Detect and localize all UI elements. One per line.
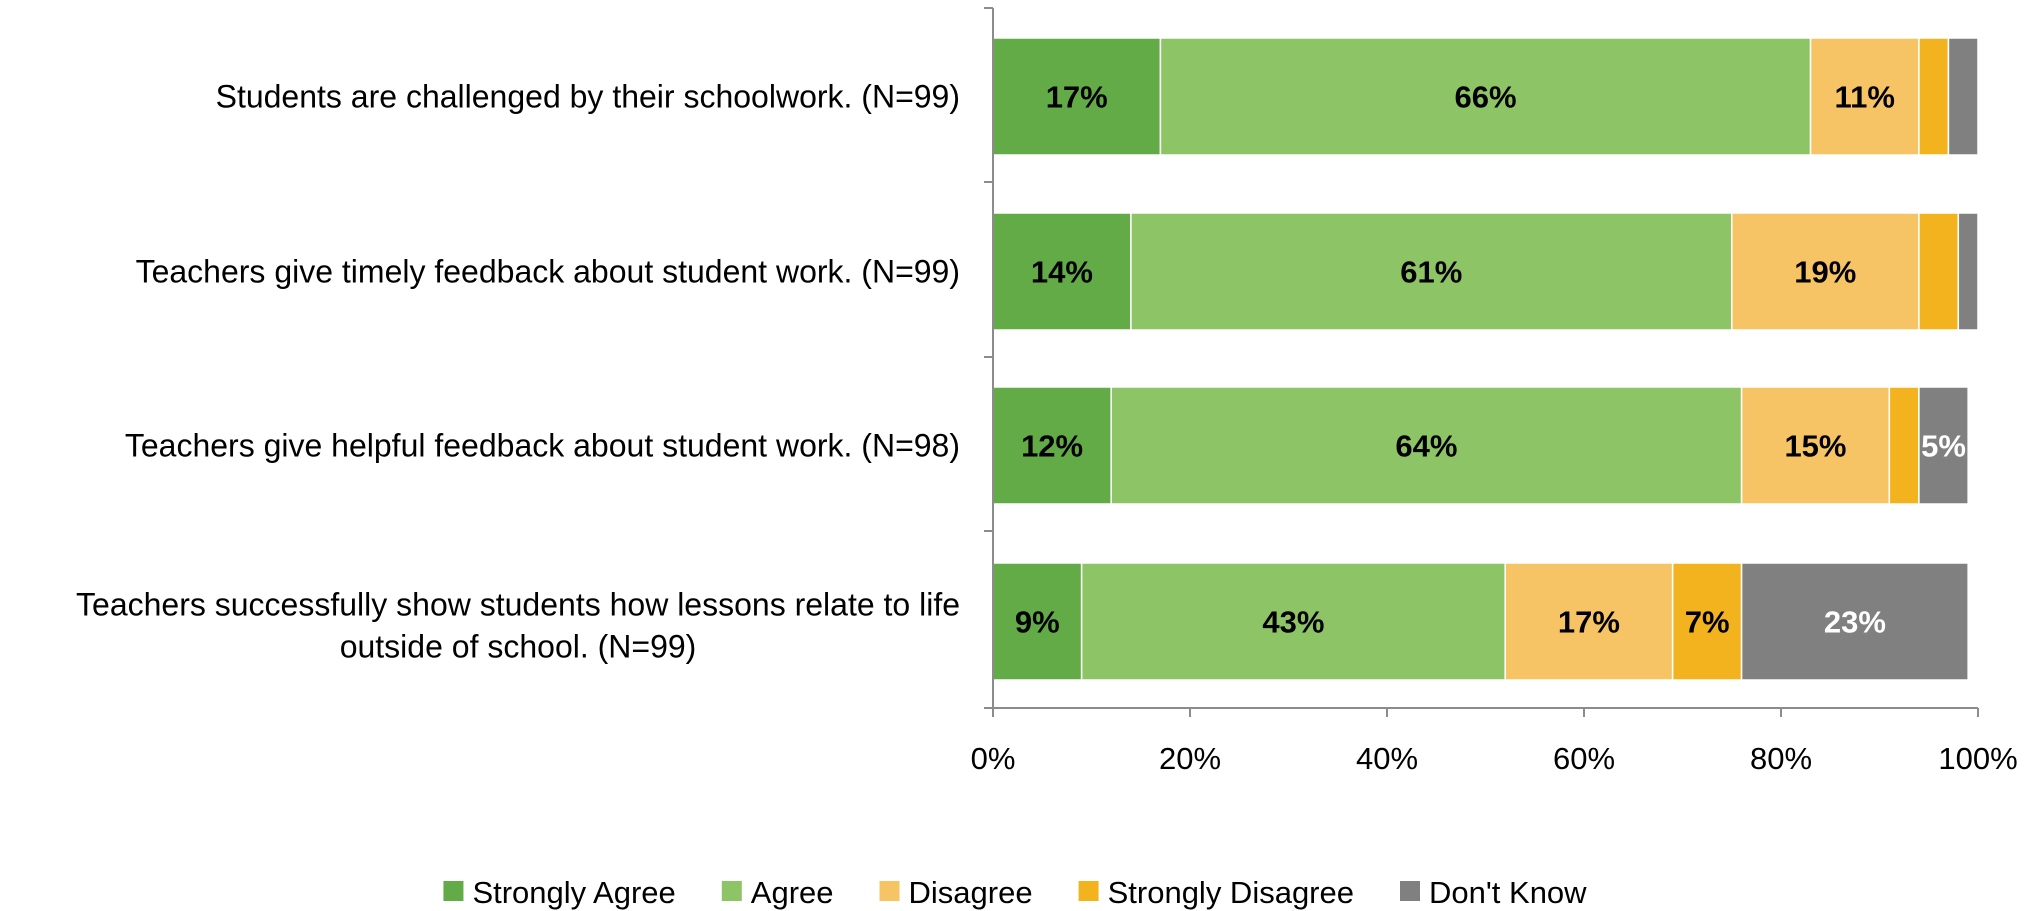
bar-segment: [1918, 37, 1950, 156]
data-label: 64%: [1395, 429, 1457, 464]
x-tick-label: 80%: [1750, 741, 1812, 776]
bar-segment: [1947, 37, 1979, 156]
legend-swatch: [879, 881, 900, 901]
x-tick-label: 100%: [1938, 741, 2017, 776]
bar-segment: [1080, 562, 1506, 681]
bar-segment: [1957, 212, 1979, 331]
legend-item: Disagree: [879, 875, 1033, 910]
legend-label: Agree: [751, 875, 834, 910]
data-label: 17%: [1558, 605, 1620, 640]
data-label: 11%: [1835, 80, 1895, 115]
bar-segment: [1159, 37, 1812, 156]
data-label: 9%: [1015, 605, 1060, 640]
category-label: Teachers give helpful feedback about stu…: [125, 428, 960, 464]
category-label: outside of school. (N=99): [340, 629, 697, 665]
legend-label: Don't Know: [1429, 875, 1587, 910]
bars-layer: [992, 37, 1979, 681]
legend-swatch: [1400, 881, 1420, 901]
legend-item: Agree: [721, 875, 834, 910]
bar-segment: [1918, 212, 1960, 331]
data-label: 15%: [1784, 429, 1846, 464]
legend-item: Strongly Agree: [443, 875, 676, 910]
axes-layer: 0% 20% 40% 60% 80% 100%: [971, 7, 2018, 776]
x-tick-label: 40%: [1356, 741, 1418, 776]
data-label: 14%: [1031, 255, 1093, 290]
legend-swatch: [443, 881, 464, 901]
legend-swatch: [1078, 881, 1099, 901]
category-label: Students are challenged by their schoolw…: [216, 79, 960, 115]
bar-segment: [1740, 562, 1969, 681]
category-label: Teachers give timely feedback about stud…: [136, 254, 960, 290]
data-label: 19%: [1794, 255, 1856, 290]
bar-segment: [1918, 386, 1969, 505]
bar-segment: [1731, 212, 1920, 331]
category-labels-layer: Students are challenged by their schoolw…: [76, 79, 960, 665]
legend-item: Don't Know: [1400, 875, 1587, 910]
data-label: 43%: [1262, 605, 1324, 640]
bar-segment: [1809, 37, 1920, 156]
bar-segment: [1110, 386, 1743, 505]
data-label: 12%: [1021, 429, 1083, 464]
bar-segment: [992, 37, 1162, 156]
bar-segment: [1504, 562, 1674, 681]
legend-label: Strongly Disagree: [1108, 875, 1354, 910]
bar-segment: [992, 386, 1112, 505]
bar-segment: [992, 212, 1132, 331]
data-label: 17%: [1046, 80, 1108, 115]
legend-label: Strongly Agree: [472, 875, 675, 910]
x-tick-label: 20%: [1159, 741, 1221, 776]
legend-label: Disagree: [909, 875, 1033, 910]
legend-swatch: [721, 881, 742, 901]
bar-segment: [1671, 562, 1743, 681]
data-label: 61%: [1400, 255, 1462, 290]
bar-segment: [1888, 386, 1920, 505]
category-label: Teachers successfully show students how …: [76, 587, 960, 623]
data-labels-layer: 17% 66% 11% 14% 61% 19% 12% 64% 15% 5% 9% 43% 17% 7% 2…: [1015, 80, 1966, 640]
x-tick-label: 0%: [971, 741, 1016, 776]
bar-segment: [1130, 212, 1733, 331]
data-label: 7%: [1685, 605, 1730, 640]
data-label: 23%: [1824, 605, 1886, 640]
bar-segment: [1740, 386, 1891, 505]
legend: Strongly Agree Agree Disagree Strongly Disa…: [443, 875, 1587, 910]
legend-item: Strongly Disagree: [1078, 875, 1354, 910]
data-label: 66%: [1454, 80, 1516, 115]
data-label: 5%: [1921, 429, 1966, 464]
x-tick-label: 60%: [1553, 741, 1615, 776]
